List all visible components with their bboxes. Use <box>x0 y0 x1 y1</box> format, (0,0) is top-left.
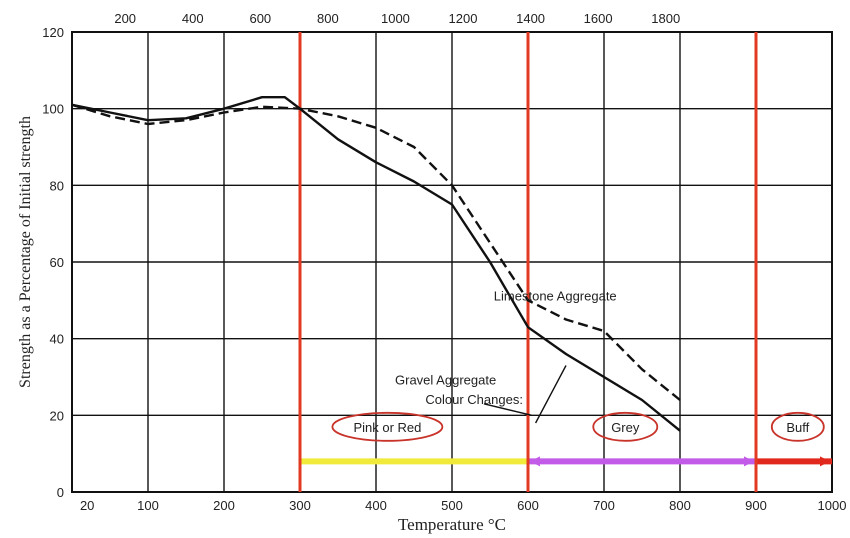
limestone-aggregate-label: Limestone Aggregate <box>494 288 617 303</box>
x-tick-label-top: 1600 <box>584 11 613 26</box>
series-lines <box>71 96 681 432</box>
x-tick-label-top: 1200 <box>449 11 478 26</box>
x-tick-label-bottom: 20 <box>80 498 94 513</box>
limestone-leader <box>534 365 567 424</box>
gravel-leader <box>483 403 532 417</box>
limestone-aggregate-line <box>71 103 681 401</box>
colour-band-ellipse <box>592 411 659 442</box>
gravel-aggregate-label: Gravel Aggregate <box>395 373 496 388</box>
y-tick-label: 60 <box>50 255 64 270</box>
x-tick-label-top: 1000 <box>381 11 410 26</box>
colour-band-label: Grey <box>611 420 640 435</box>
x-tick-label-bottom: 300 <box>289 498 311 513</box>
colour-band-label: Buff <box>786 420 809 435</box>
x-tick-label-bottom: 900 <box>745 498 767 513</box>
x-tick-label-top: 600 <box>249 11 271 26</box>
x-tick-label-top: 1800 <box>651 11 680 26</box>
x-tick-label-top: 400 <box>182 11 204 26</box>
colour-changes-label: Colour Changes: <box>425 392 523 407</box>
x-tick-label-top: 200 <box>114 11 136 26</box>
y-tick-label: 100 <box>42 102 64 117</box>
y-axis-title: Strength as a Percentage of Initial stre… <box>17 116 34 388</box>
x-tick-label-bottom: 100 <box>137 498 159 513</box>
grid <box>71 31 833 493</box>
y-tick-label: 120 <box>42 25 64 40</box>
colour-band-ellipse <box>770 411 825 442</box>
colour-band-ellipse <box>331 411 444 442</box>
colour-bands: Pink or Red Grey Buff <box>300 411 832 467</box>
arrow-head-left <box>530 456 540 467</box>
x-tick-label-bottom: 400 <box>365 498 387 513</box>
x-tick-label-top: 800 <box>317 11 339 26</box>
x-tick-label-bottom: 600 <box>517 498 539 513</box>
annotations: Limestone Aggregate Gravel Aggregate Col… <box>395 288 617 407</box>
x-tick-label-bottom: 1000 <box>818 498 847 513</box>
x-tick-label-bottom: 200 <box>213 498 235 513</box>
y-tick-label: 80 <box>50 178 64 193</box>
y-tick-label: 0 <box>57 485 64 500</box>
arrow-head-right <box>744 456 754 467</box>
x-tick-label-top: 1400 <box>516 11 545 26</box>
gravel-aggregate-line <box>71 96 681 432</box>
y-tick-label: 40 <box>50 332 64 347</box>
x-axis-title: Temperature °C <box>398 515 506 534</box>
colour-band-label: Pink or Red <box>353 420 421 435</box>
x-tick-label-bottom: 800 <box>669 498 691 513</box>
x-tick-label-bottom: 700 <box>593 498 615 513</box>
y-tick-label: 20 <box>50 408 64 423</box>
arrow-head-buff <box>820 456 830 467</box>
x-tick-label-bottom: 500 <box>441 498 463 513</box>
